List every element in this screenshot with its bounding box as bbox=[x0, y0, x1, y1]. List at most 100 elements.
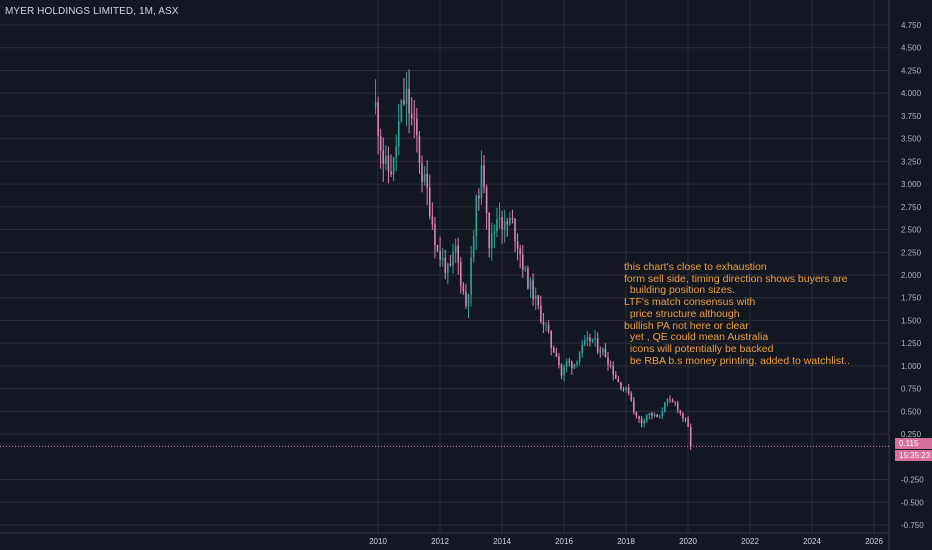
candle-body bbox=[617, 378, 620, 383]
candle-body bbox=[421, 163, 423, 183]
candle-body bbox=[576, 361, 578, 365]
candle-body bbox=[431, 216, 434, 225]
y-tick-label: 4.250 bbox=[901, 66, 922, 75]
candle-body bbox=[428, 187, 431, 217]
y-tick-label: 4.750 bbox=[901, 21, 922, 30]
candle-body bbox=[614, 374, 617, 379]
candle-body bbox=[449, 263, 452, 266]
candle-body bbox=[472, 235, 475, 258]
countdown-badge: 15:35:23 bbox=[895, 450, 932, 461]
candle-body bbox=[651, 413, 653, 416]
y-tick-label: -0.750 bbox=[901, 521, 924, 530]
y-tick-label: 1.000 bbox=[901, 362, 922, 371]
candle-body bbox=[387, 155, 390, 172]
y-tick-label: 1.500 bbox=[901, 316, 922, 325]
candle-body bbox=[400, 100, 403, 122]
candle-body bbox=[454, 245, 457, 253]
y-tick-label: 3.000 bbox=[901, 180, 922, 189]
current-price-badge: 0.115 bbox=[895, 438, 932, 449]
candle-body bbox=[434, 224, 436, 246]
candle-body bbox=[374, 102, 377, 107]
candle-body bbox=[410, 113, 413, 119]
candle-body bbox=[441, 257, 444, 260]
candle-body bbox=[413, 118, 416, 120]
candle-body bbox=[661, 411, 664, 417]
candle-body bbox=[645, 415, 648, 421]
candle-body bbox=[527, 268, 529, 289]
candle-body bbox=[581, 344, 583, 354]
candle-body bbox=[519, 248, 521, 255]
candle-body bbox=[426, 173, 428, 188]
candle-body bbox=[488, 213, 490, 249]
candle-body bbox=[418, 135, 421, 164]
candle-body bbox=[385, 155, 387, 164]
candle-body bbox=[607, 357, 609, 365]
candle-body bbox=[397, 121, 400, 147]
candle-body bbox=[457, 245, 459, 262]
candle-body bbox=[612, 366, 614, 375]
chart-title: MYER HOLDINGS LIMITED, 1M, ASX bbox=[5, 6, 179, 17]
candle-body bbox=[596, 338, 599, 352]
candle-body bbox=[658, 416, 661, 418]
candle-body bbox=[630, 393, 633, 401]
candle-body bbox=[589, 337, 591, 342]
y-tick-label: 2.500 bbox=[901, 226, 922, 235]
candle-body bbox=[470, 257, 472, 295]
y-tick-label: 3.250 bbox=[901, 157, 922, 166]
candle-body bbox=[552, 347, 555, 353]
candle-body bbox=[524, 268, 527, 270]
y-tick-label: 3.500 bbox=[901, 135, 922, 144]
candle-body bbox=[485, 187, 488, 214]
candle-body bbox=[540, 305, 542, 322]
candle-body bbox=[511, 217, 514, 220]
candle-body bbox=[609, 364, 612, 367]
candle-body bbox=[493, 231, 496, 234]
candle-body bbox=[591, 338, 594, 342]
x-tick-label: 2016 bbox=[555, 537, 573, 546]
candle-body bbox=[529, 280, 532, 289]
y-tick-label: -0.250 bbox=[901, 476, 924, 485]
candle-body bbox=[377, 102, 379, 137]
y-tick-label: -0.500 bbox=[901, 498, 924, 507]
candle-body bbox=[465, 291, 467, 307]
candle-body bbox=[537, 295, 540, 306]
candle-body bbox=[664, 402, 666, 412]
x-tick-label: 2020 bbox=[679, 537, 697, 546]
candle-body bbox=[666, 399, 669, 403]
candle-body bbox=[542, 321, 545, 325]
candle-body bbox=[459, 261, 462, 286]
candle-body bbox=[547, 324, 550, 331]
candle-body bbox=[509, 217, 511, 225]
candle-body bbox=[586, 337, 589, 341]
candle-body bbox=[604, 348, 607, 358]
candle-body bbox=[602, 348, 604, 353]
y-tick-label: 1.750 bbox=[901, 294, 922, 303]
candle-body bbox=[594, 338, 596, 340]
x-tick-label: 2024 bbox=[803, 537, 821, 546]
candle-body bbox=[653, 414, 656, 416]
candle-body bbox=[514, 219, 516, 242]
candle-body bbox=[568, 361, 571, 363]
candle-body bbox=[656, 414, 658, 418]
candle-body bbox=[622, 388, 625, 390]
candle-body bbox=[638, 415, 640, 419]
candle-body bbox=[689, 426, 692, 447]
candle-body bbox=[405, 88, 408, 104]
candle-body bbox=[390, 171, 392, 175]
candle-body bbox=[496, 218, 498, 232]
y-tick-label: 0.250 bbox=[901, 430, 922, 439]
candle-body bbox=[583, 340, 586, 345]
candle-body bbox=[578, 353, 581, 362]
candle-body bbox=[625, 387, 627, 390]
candle-body bbox=[679, 410, 682, 414]
candle-body bbox=[687, 418, 689, 427]
candle-body bbox=[534, 295, 537, 300]
candle-body bbox=[403, 100, 405, 104]
y-tick-label: 2.250 bbox=[901, 248, 922, 257]
candle-body bbox=[532, 280, 534, 300]
candle-body bbox=[379, 136, 382, 151]
candle-body bbox=[558, 356, 560, 365]
candle-body bbox=[462, 285, 465, 292]
y-tick-label: 0.750 bbox=[901, 385, 922, 394]
